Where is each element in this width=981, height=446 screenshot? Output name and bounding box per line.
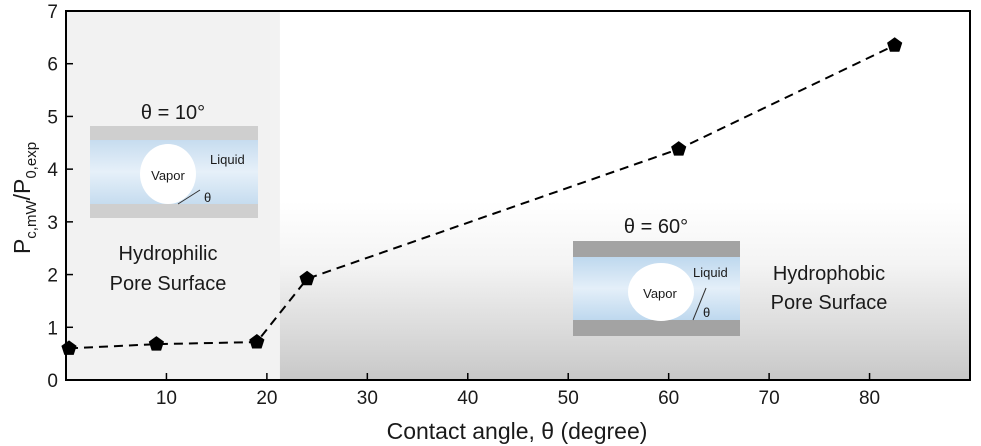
- right-inset-angle-label: θ = 60°: [624, 216, 688, 238]
- hydrophilic-pore-inset: θ = 10° Vapor Liquid θ Hydrophilic Pore …: [90, 102, 258, 295]
- x-tick-label: 40: [457, 388, 478, 409]
- data-point: [887, 37, 903, 52]
- left-caption-line1: Hydrophilic: [119, 243, 218, 265]
- hydrophobic-pore-inset: θ = 60° Vapor Liquid θ Hydrophobic Pore …: [573, 216, 887, 336]
- right-caption-line1: Hydrophobic: [773, 263, 885, 285]
- x-tick-label: 60: [658, 388, 679, 409]
- y-axis-label: Pc,mW/P0,exp: [9, 142, 40, 254]
- x-tick-label: 80: [859, 388, 880, 409]
- right-liquid-label: Liquid: [693, 265, 728, 280]
- y-axis-ticks: 0 1 2 3 4 5 6 7: [47, 2, 73, 392]
- y-label-sub1: c,mW: [23, 200, 40, 239]
- left-pore-bottom-wall: [90, 204, 258, 218]
- x-tick-label: 70: [759, 388, 780, 409]
- y-tick-label: 3: [47, 213, 58, 234]
- left-caption-line2: Pore Surface: [110, 273, 227, 295]
- data-point: [299, 270, 315, 286]
- y-tick-label: 0: [47, 371, 58, 392]
- left-pore-top-wall: [90, 126, 258, 140]
- right-theta-label: θ: [703, 305, 710, 320]
- data-point: [148, 336, 165, 351]
- right-vapor-bubble: [628, 263, 694, 321]
- right-caption-line2: Pore Surface: [771, 292, 888, 314]
- hydrophobic-region-top: [279, 11, 970, 201]
- x-tick-label: 10: [156, 388, 177, 409]
- y-label-sep: /P: [9, 179, 35, 201]
- left-vapor-label: Vapor: [151, 168, 185, 183]
- data-series: [61, 37, 903, 355]
- x-tick-label: 20: [256, 388, 277, 409]
- left-liquid-label: Liquid: [210, 152, 245, 167]
- x-tick-label: 30: [357, 388, 378, 409]
- left-contact-line: [177, 189, 201, 205]
- left-vapor-bubble: [140, 144, 196, 204]
- x-tick-label: 50: [558, 388, 579, 409]
- right-vapor-label: Vapor: [643, 286, 677, 301]
- y-tick-label: 7: [47, 2, 58, 23]
- right-pore-bottom-wall: [573, 320, 740, 336]
- x-axis-label: Contact angle, θ (degree): [387, 418, 648, 444]
- y-tick-label: 2: [47, 266, 58, 287]
- y-label-base: P: [9, 239, 35, 254]
- right-pore-top-wall: [573, 241, 740, 257]
- data-point: [671, 141, 687, 156]
- series-line: [68, 44, 896, 350]
- y-tick-label: 4: [47, 160, 58, 181]
- y-tick-label: 5: [47, 107, 58, 128]
- y-tick-label: 1: [47, 318, 58, 339]
- right-contact-line: [692, 287, 707, 321]
- y-tick-label: 6: [47, 55, 58, 76]
- y-label-sub2: 0,exp: [23, 142, 40, 179]
- plot-frame: [65, 10, 971, 381]
- data-point: [249, 334, 265, 349]
- x-axis-ticks: 10 20 30 40 50 60 70 80: [156, 373, 880, 409]
- left-inset-angle-label: θ = 10°: [141, 102, 205, 124]
- left-theta-label: θ: [204, 190, 211, 205]
